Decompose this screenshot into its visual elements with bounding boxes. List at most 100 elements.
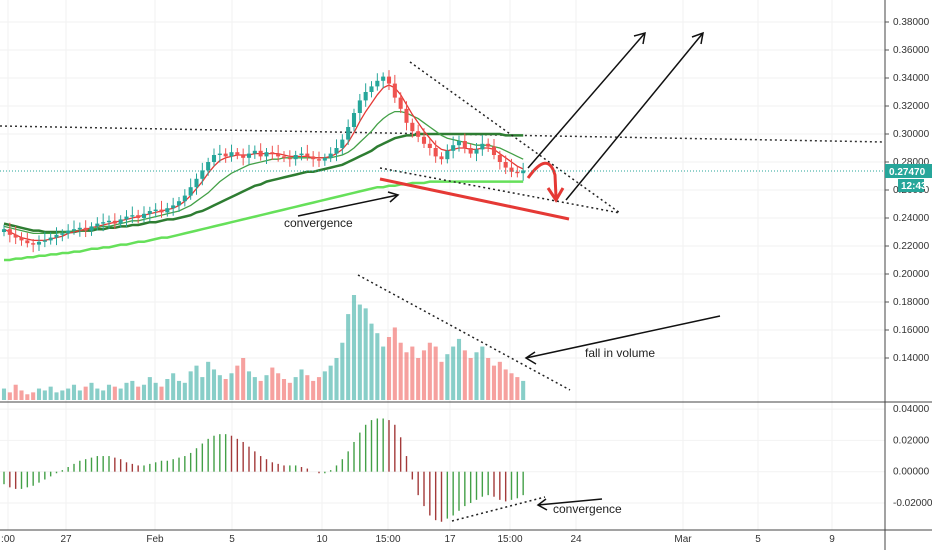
candle-body: [136, 215, 141, 218]
volume-bar: [375, 333, 380, 400]
candle-body: [474, 149, 479, 154]
volume-bar: [7, 392, 12, 400]
osc-convergence-label: convergence: [553, 502, 622, 516]
candle-body: [316, 159, 322, 161]
candle-body: [141, 213, 147, 218]
volume-bar: [31, 392, 36, 400]
volume-bar: [130, 380, 135, 400]
candlesticks: [1, 70, 526, 253]
price-tick-label: 0.24000: [893, 213, 930, 224]
volume-bar: [95, 388, 100, 400]
price-tick-label: 0.28000: [893, 157, 930, 168]
arrowhead-1: [633, 31, 646, 45]
triangle-lower-line: [379, 167, 621, 214]
volume-bar: [165, 379, 170, 400]
candle-body: [223, 153, 228, 157]
candle-body: [515, 171, 520, 174]
time-tick-label: 17: [444, 534, 456, 545]
volume-bar: [509, 373, 514, 400]
candle-body: [106, 220, 112, 223]
time-tick-label: 5: [229, 534, 235, 545]
candle-body: [416, 131, 421, 137]
time-tick-label: 24: [570, 534, 582, 545]
candle-body: [89, 226, 94, 231]
candle-body: [264, 152, 269, 157]
volume-bar: [270, 367, 275, 400]
candle-body: [311, 156, 316, 160]
candle-body: [66, 230, 71, 234]
arrowhead-2: [691, 31, 704, 45]
volume-bar: [503, 369, 508, 400]
triangle-upper-line: [409, 61, 621, 214]
candle-body: [351, 113, 357, 127]
price-tick-label: 0.14000: [893, 353, 930, 364]
price-tick-label: 0.38000: [893, 17, 930, 28]
candle-body: [404, 108, 409, 123]
breakout-arrow-1: [527, 32, 646, 169]
volume-bar: [176, 380, 182, 400]
volume-bar: [468, 358, 473, 400]
volume-bar: [223, 379, 228, 400]
candle-body: [165, 208, 170, 213]
volume-bar: [392, 327, 397, 400]
candle-body: [159, 209, 164, 213]
volume-bar: [182, 382, 187, 400]
volume-bar: [77, 390, 82, 400]
volume-bar: [60, 390, 65, 400]
volume-bar: [36, 388, 42, 400]
time-tick-label: 15:00: [375, 534, 400, 545]
candle-body: [433, 148, 438, 157]
fall-in-volume-label: fall in volume: [585, 346, 655, 360]
volume-bar: [346, 314, 351, 400]
candle-body: [95, 223, 100, 227]
candle-body: [509, 167, 514, 172]
price-tick-label: 0.22000: [893, 241, 930, 252]
volume-bar: [398, 342, 403, 400]
volume-bar: [211, 369, 217, 400]
candle-body: [328, 153, 333, 158]
candle-body: [101, 222, 106, 224]
convergence-arrow: [297, 194, 399, 217]
volume-bar: [241, 358, 246, 400]
price-tick-label: 0.16000: [893, 325, 930, 336]
volume-bar: [252, 377, 257, 400]
volume-bar: [141, 384, 147, 400]
volume-bar: [462, 350, 467, 400]
volume-bar: [246, 371, 252, 400]
volume-bar: [124, 382, 129, 400]
candle-body: [381, 76, 386, 81]
oscillator-bars: [3, 418, 524, 522]
candle-body: [392, 83, 397, 98]
time-tick-label: 5: [755, 534, 761, 545]
candle-body: [468, 148, 473, 154]
volume-bar: [421, 350, 427, 400]
volume-bar: [112, 386, 117, 400]
candle-body: [421, 136, 427, 144]
candle-body: [334, 148, 339, 154]
volume-bar: [427, 342, 432, 400]
candle-body: [194, 178, 199, 188]
candle-body: [521, 170, 526, 174]
candle-body: [19, 237, 24, 241]
candle-body: [176, 201, 182, 206]
candle-body: [462, 141, 467, 148]
volume-bar: [229, 373, 234, 400]
candle-body: [299, 153, 304, 155]
candle-body: [60, 233, 65, 235]
volume-bar: [19, 390, 24, 400]
volume-bars: [1, 295, 526, 400]
volume-bar: [71, 384, 77, 400]
osc-tick-label: -0.02000: [893, 498, 932, 509]
price-tick-label: 0.36000: [893, 45, 930, 56]
candle-body: [340, 139, 345, 148]
candle-body: [36, 241, 42, 245]
time-tick-label: 10: [316, 534, 328, 545]
volume-bar: [351, 295, 357, 400]
candle-body: [398, 97, 403, 109]
time-tick-label: :00: [1, 534, 15, 545]
osc-tick-label: 0.00000: [893, 467, 930, 478]
time-tick-label: Mar: [674, 534, 692, 545]
candle-body: [54, 234, 59, 238]
price-tick-label: 0.18000: [893, 297, 930, 308]
